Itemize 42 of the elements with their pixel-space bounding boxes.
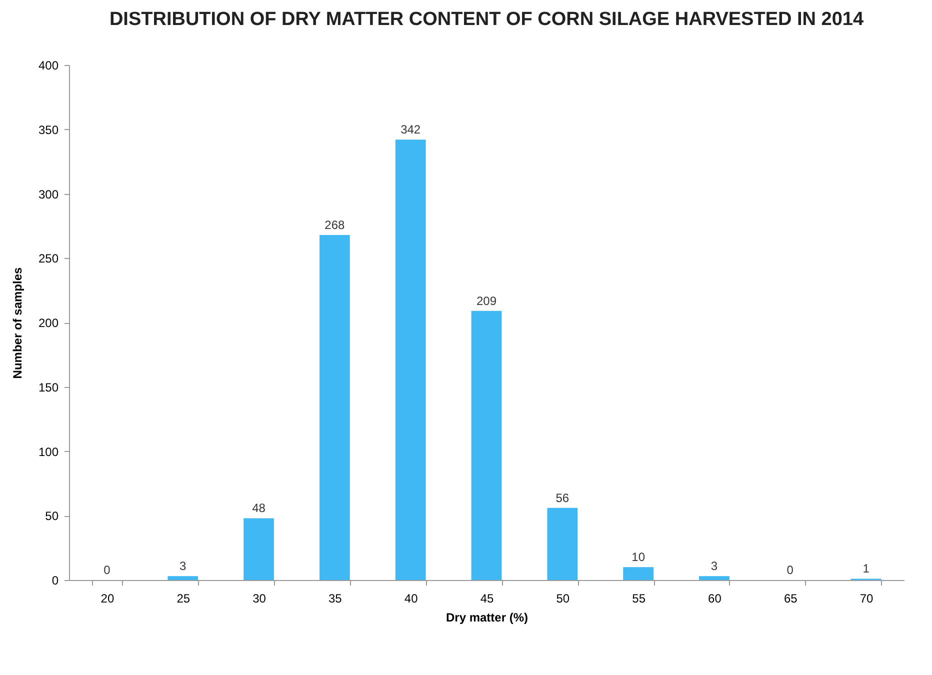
data-label: 342	[400, 122, 421, 137]
chart-title: DISTRIBUTION OF DRY MATTER CONTENT OF CORN SILAGE HARVESTED IN 2014	[109, 9, 864, 30]
data-label: 209	[476, 294, 497, 308]
x-tick-label: 40	[404, 592, 418, 606]
x-tick-label: 60	[708, 592, 722, 606]
bar	[244, 518, 274, 580]
data-label: 3	[710, 559, 718, 574]
data-label: 10	[632, 550, 646, 564]
x-tick-label: 55	[632, 592, 646, 606]
x-tick-label: 35	[328, 592, 342, 606]
data-label: 268	[324, 218, 346, 232]
bar	[320, 234, 350, 580]
y-tick-label: 200	[38, 316, 59, 330]
x-tick-label: 20	[100, 592, 114, 606]
data-label: 56	[556, 490, 570, 505]
x-tick-label: 45	[480, 592, 494, 606]
data-label: 1	[862, 562, 870, 576]
bar	[471, 310, 502, 580]
y-tick-label: 300	[38, 187, 59, 202]
y-tick-label: 400	[38, 58, 59, 72]
data-label: 3	[180, 559, 187, 574]
x-tick-label: 70	[860, 592, 874, 606]
x-tick-label: 50	[556, 592, 570, 606]
x-axis-title: Dry matter (%)	[446, 610, 528, 624]
bar	[395, 140, 426, 580]
x-tick-label: 25	[176, 592, 190, 606]
y-tick-label: 50	[45, 509, 59, 524]
y-tick-label: 150	[38, 380, 59, 394]
y-axis-title: Number of samples	[10, 267, 24, 379]
bar	[623, 567, 654, 580]
y-tick-label: 0	[52, 574, 59, 588]
y-tick-label: 350	[38, 122, 59, 137]
y-tick-label: 100	[38, 444, 59, 459]
x-tick-label: 65	[784, 592, 798, 606]
x-tick-label: 30	[252, 592, 266, 606]
bar	[168, 576, 198, 580]
data-label: 0	[104, 563, 111, 577]
y-tick-label: 250	[38, 252, 59, 266]
data-label: 0	[786, 563, 794, 577]
bar	[547, 508, 578, 580]
data-label: 48	[252, 501, 266, 516]
bar	[699, 576, 730, 580]
